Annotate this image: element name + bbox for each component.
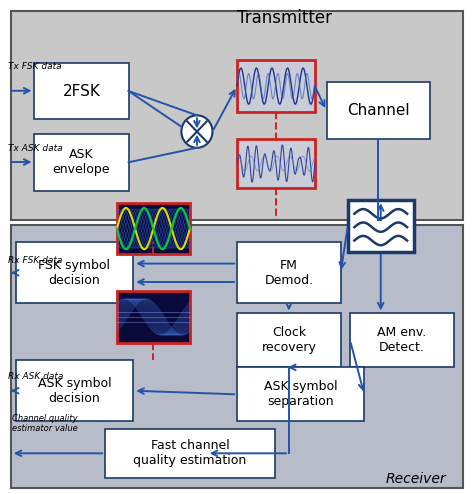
Text: AM env.
Detect.: AM env. Detect. bbox=[377, 327, 427, 354]
Text: Rx ASK data: Rx ASK data bbox=[9, 371, 64, 381]
Text: Channel: Channel bbox=[347, 103, 410, 118]
Text: ASK
envelope: ASK envelope bbox=[53, 148, 110, 176]
Bar bbox=[11, 225, 463, 488]
Bar bbox=[11, 11, 463, 220]
Circle shape bbox=[182, 116, 212, 148]
Bar bbox=[35, 63, 128, 119]
Text: Fast channel
quality estimation: Fast channel quality estimation bbox=[133, 439, 246, 467]
Bar bbox=[327, 82, 430, 139]
Bar bbox=[105, 429, 275, 478]
Text: Tx FSK data: Tx FSK data bbox=[9, 62, 62, 71]
Bar bbox=[16, 360, 133, 421]
Text: Channel quality
estimator value: Channel quality estimator value bbox=[12, 414, 78, 433]
Text: FM
Demod.: FM Demod. bbox=[264, 259, 313, 287]
Text: Rx FSK data: Rx FSK data bbox=[9, 256, 63, 265]
Text: Clock
recovery: Clock recovery bbox=[261, 327, 316, 354]
Bar bbox=[350, 313, 454, 368]
Bar bbox=[117, 203, 190, 254]
Bar bbox=[237, 60, 315, 112]
Text: Receiver: Receiver bbox=[386, 472, 447, 486]
Text: 2FSK: 2FSK bbox=[63, 83, 100, 98]
Text: Transmitter: Transmitter bbox=[237, 9, 332, 27]
Bar bbox=[237, 368, 364, 421]
Bar bbox=[237, 313, 341, 368]
Bar bbox=[35, 134, 128, 191]
Bar bbox=[117, 291, 190, 343]
Text: Tx ASK data: Tx ASK data bbox=[9, 144, 63, 153]
Text: ASK symbol
decision: ASK symbol decision bbox=[37, 377, 111, 405]
Bar bbox=[348, 201, 414, 252]
Bar bbox=[16, 242, 133, 303]
Text: FSK symbol
decision: FSK symbol decision bbox=[38, 259, 110, 287]
Bar bbox=[237, 242, 341, 303]
Bar bbox=[237, 139, 315, 188]
Text: ASK symbol
separation: ASK symbol separation bbox=[264, 380, 337, 409]
